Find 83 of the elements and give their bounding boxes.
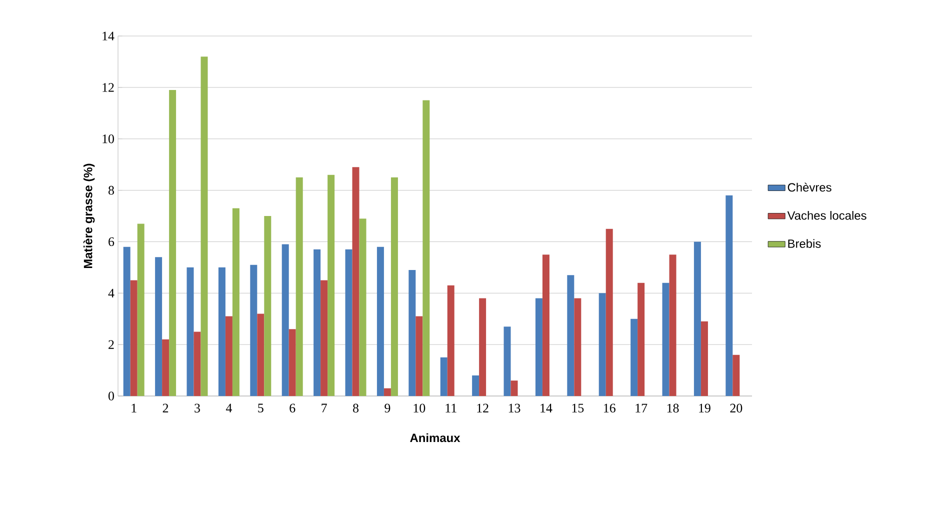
x-tick-label: 12: [477, 404, 488, 412]
bar: [345, 249, 352, 396]
x-tick-label: 11: [446, 404, 456, 412]
x-tick-label: 1: [132, 404, 136, 412]
y-tick-label: 6: [108, 237, 114, 246]
bar: [700, 321, 708, 396]
legend-label: Brebis: [788, 239, 821, 248]
bar: [169, 90, 176, 396]
y-tick-label: 10: [102, 134, 114, 144]
bar: [662, 282, 670, 396]
x-tick-label: 17: [636, 404, 648, 412]
bar: [250, 264, 258, 396]
bar: [694, 242, 701, 396]
x-tick-label: 3: [194, 404, 200, 412]
bar: [472, 375, 480, 396]
bar: [535, 298, 542, 396]
bar: [218, 267, 226, 396]
bar: [630, 318, 638, 396]
x-tick-label: 6: [290, 404, 296, 412]
legend-label: Chèvres: [788, 182, 832, 192]
bar: [130, 280, 138, 396]
bar: [567, 275, 574, 396]
bar: [155, 257, 162, 396]
bar: [510, 380, 518, 396]
bar: [732, 354, 740, 396]
x-tick-label: 13: [508, 404, 520, 412]
y-tick-label: 12: [102, 83, 114, 92]
bar: [574, 298, 582, 396]
x-tick-label: 18: [667, 404, 679, 413]
bar: [416, 316, 423, 396]
bar: [669, 254, 676, 396]
bar: [408, 270, 416, 396]
bar: [314, 249, 321, 396]
bar: [264, 216, 272, 396]
x-tick-label: 7: [322, 404, 327, 412]
bar: [479, 298, 486, 396]
bar: [447, 285, 454, 396]
x-tick-label: 15: [572, 404, 584, 412]
bar: [542, 254, 550, 396]
bar: [390, 177, 398, 396]
x-tick-label: 14: [540, 404, 552, 412]
x-axis-title: Animaux: [410, 433, 460, 442]
y-tick-label: 8: [108, 186, 114, 195]
y-tick-label: 4: [108, 288, 114, 298]
bar: [320, 280, 328, 396]
bar: [384, 388, 391, 396]
bar: [359, 218, 366, 396]
x-tick-label: 8: [353, 404, 358, 413]
bar: [606, 228, 613, 396]
y-axis-title: Matière grasse (%): [83, 164, 95, 268]
bar: [137, 224, 144, 396]
x-tick-label: 10: [414, 404, 426, 413]
bar: [352, 167, 360, 396]
x-tick-label: 19: [699, 404, 710, 412]
bar: [225, 316, 232, 396]
bar: [296, 177, 303, 396]
bar: [282, 244, 289, 396]
x-tick-label: 9: [384, 404, 390, 412]
y-tick-label: 0: [108, 392, 114, 400]
x-tick-label: 16: [604, 404, 616, 412]
bar: [123, 246, 130, 396]
bar: [504, 326, 511, 396]
bar: [232, 208, 240, 396]
bar: [440, 357, 448, 396]
x-tick-label: 5: [258, 404, 264, 412]
bar: [200, 56, 208, 396]
legend-label: Vaches locales: [787, 210, 866, 220]
bar: [726, 195, 733, 396]
bar: [186, 267, 194, 396]
y-tick-label: 14: [102, 32, 114, 40]
bar: [598, 293, 606, 396]
bar: [257, 314, 264, 396]
bar: [194, 332, 201, 396]
x-tick-label: 20: [730, 404, 742, 413]
x-tick-label: 4: [226, 404, 232, 412]
x-tick-label: 2: [162, 404, 168, 412]
bar: [328, 174, 335, 396]
bar: [376, 246, 384, 396]
bar: [422, 100, 430, 396]
bar: [638, 282, 645, 396]
bar: [288, 329, 296, 396]
bar: [162, 339, 170, 396]
y-tick-label: 2: [108, 340, 114, 349]
